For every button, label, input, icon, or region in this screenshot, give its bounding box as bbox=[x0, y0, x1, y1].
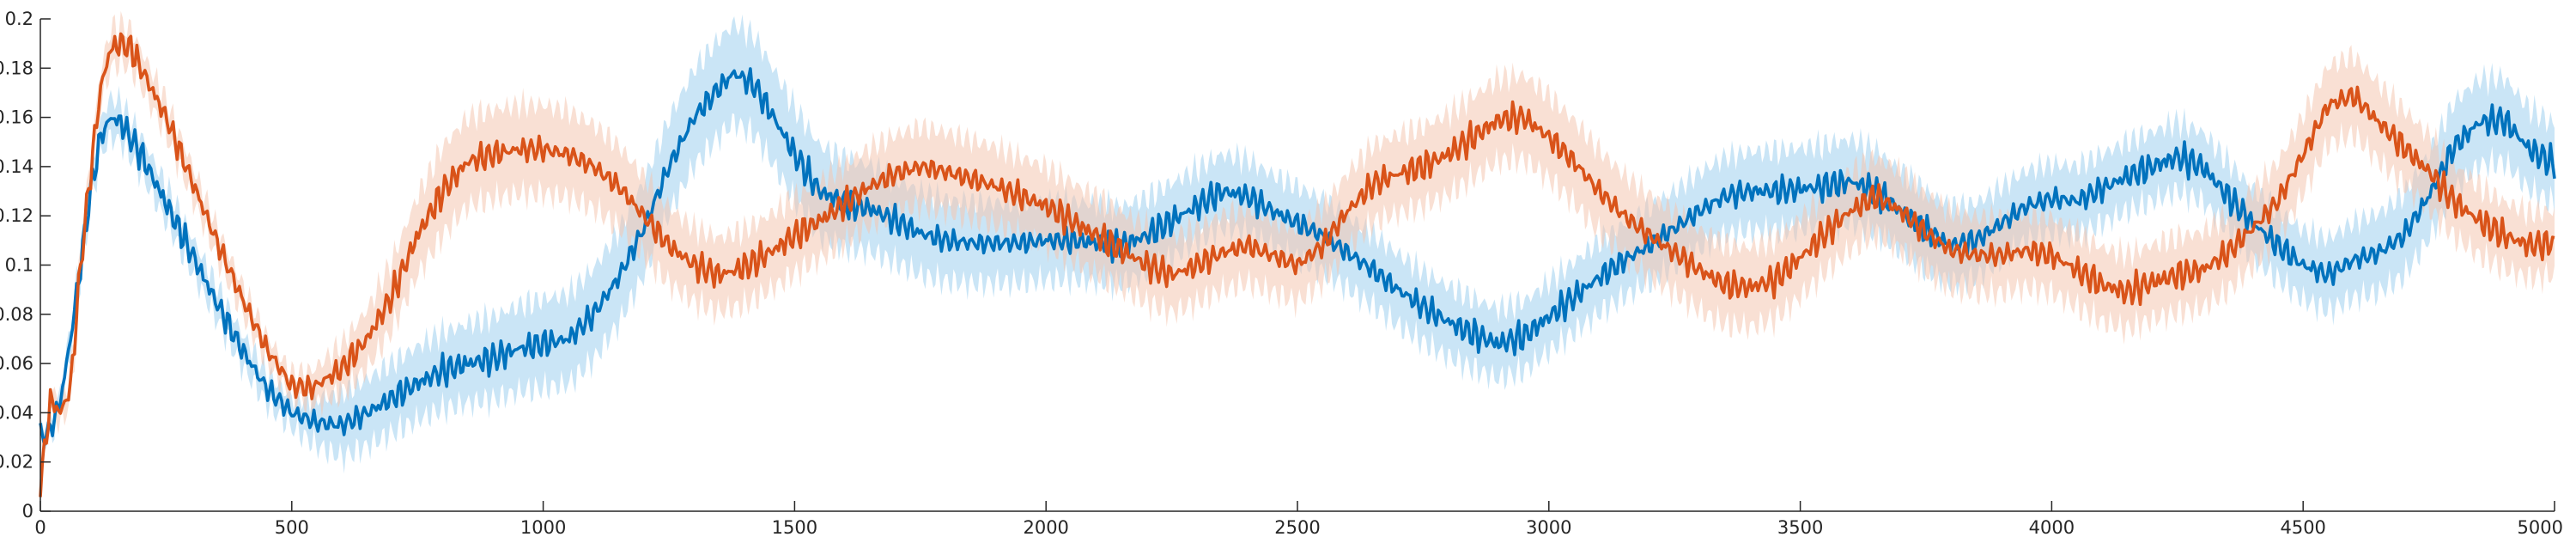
x-tick-label: 3500 bbox=[1777, 517, 1823, 537]
y-tick-label: 0.14 bbox=[0, 156, 33, 177]
y-tick-label: 0.18 bbox=[0, 58, 33, 78]
y-tick-label: 0.12 bbox=[0, 205, 33, 226]
y-tick-label: 0.02 bbox=[0, 452, 33, 473]
x-tick-label: 4000 bbox=[2029, 517, 2075, 537]
series-1-line bbox=[39, 67, 2556, 447]
x-tick-label: 2500 bbox=[1274, 517, 1320, 537]
series-2-confidence-band bbox=[40, 10, 2555, 505]
x-tick-label: 3000 bbox=[1526, 517, 1571, 537]
axes: 0 500 1000 1500 2000 2500 3000 3500 4000 4500 5000… bbox=[0, 9, 2563, 537]
x-tick-label: 5000 bbox=[2518, 517, 2563, 537]
y-tick-label: 0.04 bbox=[0, 402, 33, 423]
series-2-line bbox=[39, 32, 2555, 497]
x-tick-label: 0 bbox=[34, 517, 46, 537]
series-lines bbox=[39, 32, 2556, 497]
confidence-bands bbox=[40, 10, 2555, 505]
x-tick-label: 4500 bbox=[2280, 517, 2325, 537]
x-tick-label: 500 bbox=[275, 517, 309, 537]
y-tick-label: 0 bbox=[22, 501, 33, 522]
x-tick-label: 1500 bbox=[772, 517, 817, 537]
x-tick-label: 1000 bbox=[520, 517, 566, 537]
y-tick-label: 0.08 bbox=[0, 304, 33, 325]
x-tick-label: 2000 bbox=[1023, 517, 1068, 537]
y-tick-label: 0.1 bbox=[5, 255, 33, 276]
y-tick-label: 0.06 bbox=[0, 353, 33, 374]
y-tick-label: 0.2 bbox=[5, 9, 33, 29]
y-tick-label: 0.16 bbox=[0, 107, 33, 128]
